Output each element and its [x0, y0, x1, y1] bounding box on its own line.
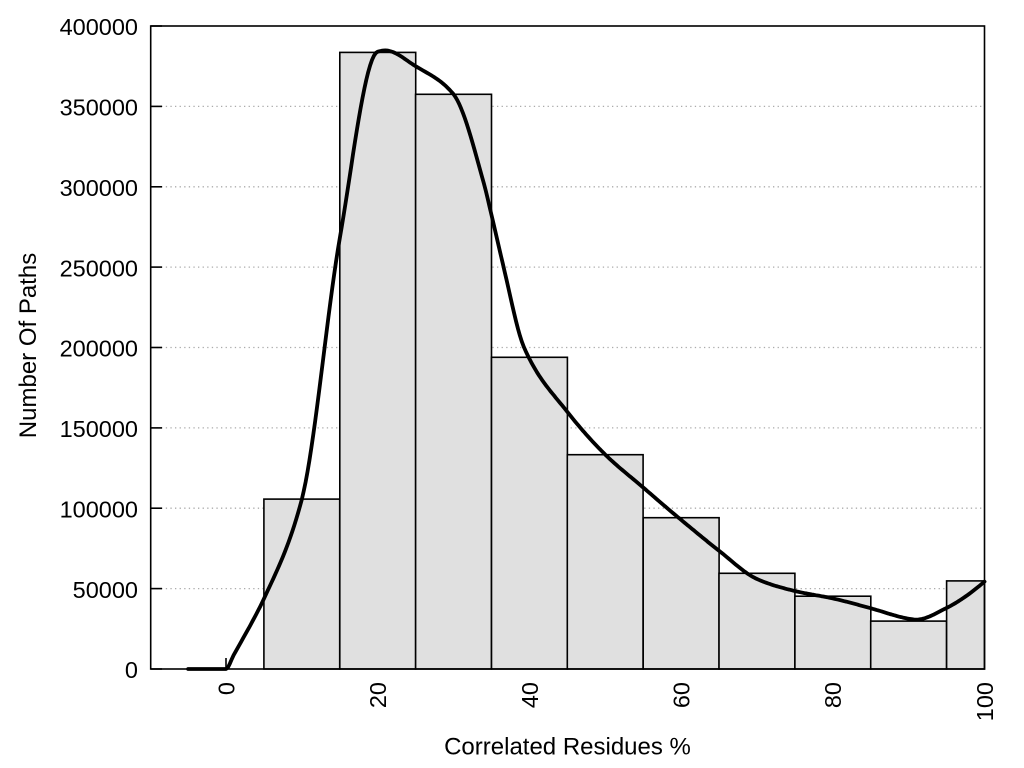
svg-text:0: 0	[125, 657, 138, 683]
svg-text:150000: 150000	[60, 416, 138, 442]
svg-text:80: 80	[820, 682, 846, 708]
svg-text:350000: 350000	[60, 95, 138, 121]
svg-text:20: 20	[365, 682, 391, 708]
svg-text:40: 40	[517, 682, 543, 708]
svg-text:400000: 400000	[60, 14, 138, 40]
svg-text:300000: 300000	[60, 175, 138, 201]
svg-text:200000: 200000	[60, 336, 138, 362]
svg-text:0: 0	[213, 682, 239, 695]
svg-text:Number Of Paths: Number Of Paths	[15, 253, 42, 438]
svg-text:Correlated Residues %: Correlated Residues %	[444, 733, 691, 760]
svg-text:100000: 100000	[60, 497, 138, 523]
svg-text:60: 60	[669, 682, 695, 708]
svg-text:50000: 50000	[73, 577, 138, 603]
svg-text:100: 100	[972, 682, 998, 721]
svg-text:250000: 250000	[60, 255, 138, 281]
